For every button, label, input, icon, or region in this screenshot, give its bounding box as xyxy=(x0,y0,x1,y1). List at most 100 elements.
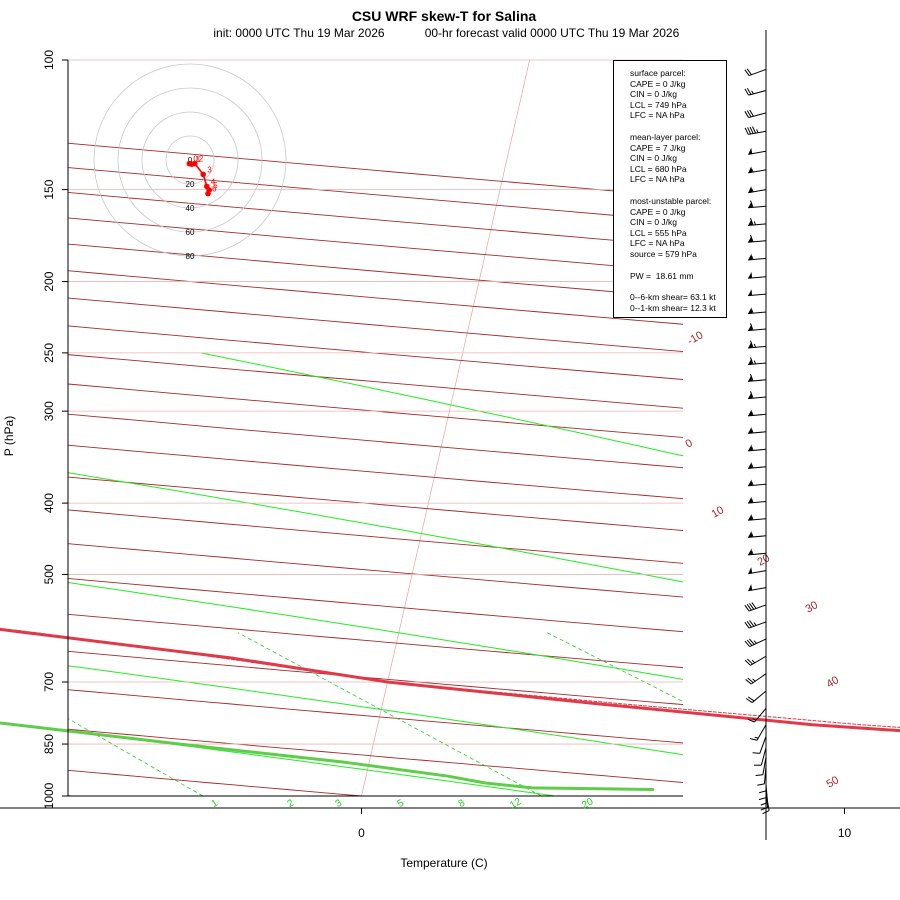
wind-barb xyxy=(744,602,767,612)
hodograph-point-label: 0 xyxy=(193,155,198,164)
y-tick-label: 700 xyxy=(42,672,56,692)
wind-barb xyxy=(745,690,767,703)
y-tick-label: 150 xyxy=(42,179,56,199)
mixing-ratio-label: 20 xyxy=(580,796,596,811)
isotherm-line xyxy=(845,60,900,796)
mixing-ratio-line xyxy=(68,718,204,796)
chart-subtitle-valid: 00-hr forecast valid 0000 UTC Thu 19 Mar… xyxy=(425,26,680,40)
wind-barb xyxy=(748,496,767,504)
hodograph-ring-label: 80 xyxy=(186,252,195,261)
chart-frame xyxy=(67,60,683,797)
stats-line: surface parcel: xyxy=(630,68,686,78)
wind-barb xyxy=(748,357,767,366)
wind-barb xyxy=(748,289,767,297)
wind-barb xyxy=(744,88,767,96)
wind-barb xyxy=(755,756,767,776)
isotherms xyxy=(361,60,900,796)
hodograph-point-label: 4 xyxy=(211,177,216,186)
wind-barb xyxy=(748,200,767,209)
stats-line: CIN = 0 J/kg xyxy=(630,153,678,164)
mixing-ratio-label: 2 xyxy=(286,797,297,810)
wind-barb xyxy=(748,513,767,521)
x-tick-label: 10 xyxy=(838,826,852,840)
wind-barb xyxy=(748,186,767,194)
mixing-ratio-lines xyxy=(68,632,683,796)
wind-barb xyxy=(749,724,767,741)
wind-barb xyxy=(754,747,767,766)
wind-barb xyxy=(748,584,767,592)
wind-barb xyxy=(748,271,767,279)
wind-barb xyxy=(748,548,767,556)
moist-adiabat-line xyxy=(68,665,683,756)
stats-line: source = 579 hPa xyxy=(630,248,697,259)
wind-barb xyxy=(762,792,770,815)
isotherm-label: 50 xyxy=(825,774,842,791)
wind-barb xyxy=(744,68,767,77)
wind-barb xyxy=(748,444,767,452)
stats-line: CIN = 0 J/kg xyxy=(630,89,678,100)
hodograph-point xyxy=(192,160,198,167)
hodograph-point xyxy=(200,171,206,178)
hodograph-point-label: 5 xyxy=(213,181,218,190)
wind-barb xyxy=(748,253,767,261)
wind-barb xyxy=(752,736,767,754)
stats-line: LFC = NA hPa xyxy=(630,110,685,121)
hodograph-point-label: 2 xyxy=(199,155,204,164)
wind-barb xyxy=(748,234,767,243)
wind-barb xyxy=(748,427,767,434)
dewpoint-trace xyxy=(0,721,655,791)
hodograph-ring-label: 40 xyxy=(186,204,195,213)
isotherm-label: 10 xyxy=(710,504,727,521)
chart-subtitle-init: init: 0000 UTC Thu 19 Mar 2026 xyxy=(213,26,385,40)
y-tick-label: 200 xyxy=(42,271,56,291)
wind-barb xyxy=(745,673,767,685)
stats-line: CAPE = 0 J/kg xyxy=(630,206,686,217)
isotherm-line xyxy=(361,60,530,796)
wind-barb xyxy=(748,462,767,469)
wind-barb xyxy=(744,638,767,648)
wind-barb xyxy=(744,620,767,629)
moist-adiabat-line xyxy=(68,730,555,796)
dry-adiabat-line xyxy=(68,577,683,633)
wind-barb xyxy=(747,707,767,723)
hodograph-ring-label: 20 xyxy=(186,180,195,189)
stats-group-mean-layer: mean-layer parcel: CAPE = 7 J/kg CIN = 0 J… xyxy=(630,132,726,185)
stats-line: 0--1-km shear= 12.3 kt xyxy=(630,302,716,313)
stats-group-surface: surface parcel: CAPE = 0 J/kg CIN = 0 J/kg… xyxy=(630,68,726,121)
wind-barb xyxy=(748,307,767,315)
x-tick-label: 0 xyxy=(358,826,365,840)
y-axis-title: P (hPa) xyxy=(2,416,16,456)
wind-barb xyxy=(748,218,767,226)
wind-barb xyxy=(748,567,767,575)
stats-line: most-unstable parcel: xyxy=(630,195,712,206)
stats-line: 0--6-km shear= 63.1 kt xyxy=(630,292,716,303)
mixing-ratio-label: 12 xyxy=(508,796,524,811)
y-tick-label: 100 xyxy=(42,50,56,70)
wind-barb xyxy=(748,409,767,417)
stats-line: LCL = 680 hPa xyxy=(630,163,687,174)
wind-barb xyxy=(748,391,767,400)
y-tick-label: 250 xyxy=(42,343,56,363)
stats-line: LFC = NA hPa xyxy=(630,174,685,185)
isotherm-label: 30 xyxy=(804,599,821,616)
stats-line: mean-layer parcel: xyxy=(630,131,701,142)
wind-barb xyxy=(748,479,767,487)
mixing-ratio-line xyxy=(237,632,542,796)
hodograph-point-label: 1 xyxy=(196,155,201,164)
wind-barb xyxy=(748,340,767,349)
isotherm-label: 0 xyxy=(684,437,695,450)
hodograph-point-label: 3 xyxy=(207,165,212,174)
wind-barb xyxy=(748,147,767,155)
mixing-ratio-label: 5 xyxy=(396,797,407,810)
hodograph-ring-label: 0 xyxy=(188,156,193,165)
wind-barb xyxy=(748,166,767,174)
moist-adiabat-line xyxy=(68,582,683,680)
stats-line: LFC = NA hPa xyxy=(630,238,685,249)
hodograph-ring xyxy=(117,87,263,233)
y-tick-label: 850 xyxy=(42,734,56,754)
parcel-stats-box: surface parcel: CAPE = 0 J/kg CIN = 0 J/kg… xyxy=(613,60,727,318)
chart-title: CSU WRF skew-T for Salina xyxy=(352,8,537,24)
hodograph-point-label: 6 xyxy=(212,185,217,194)
